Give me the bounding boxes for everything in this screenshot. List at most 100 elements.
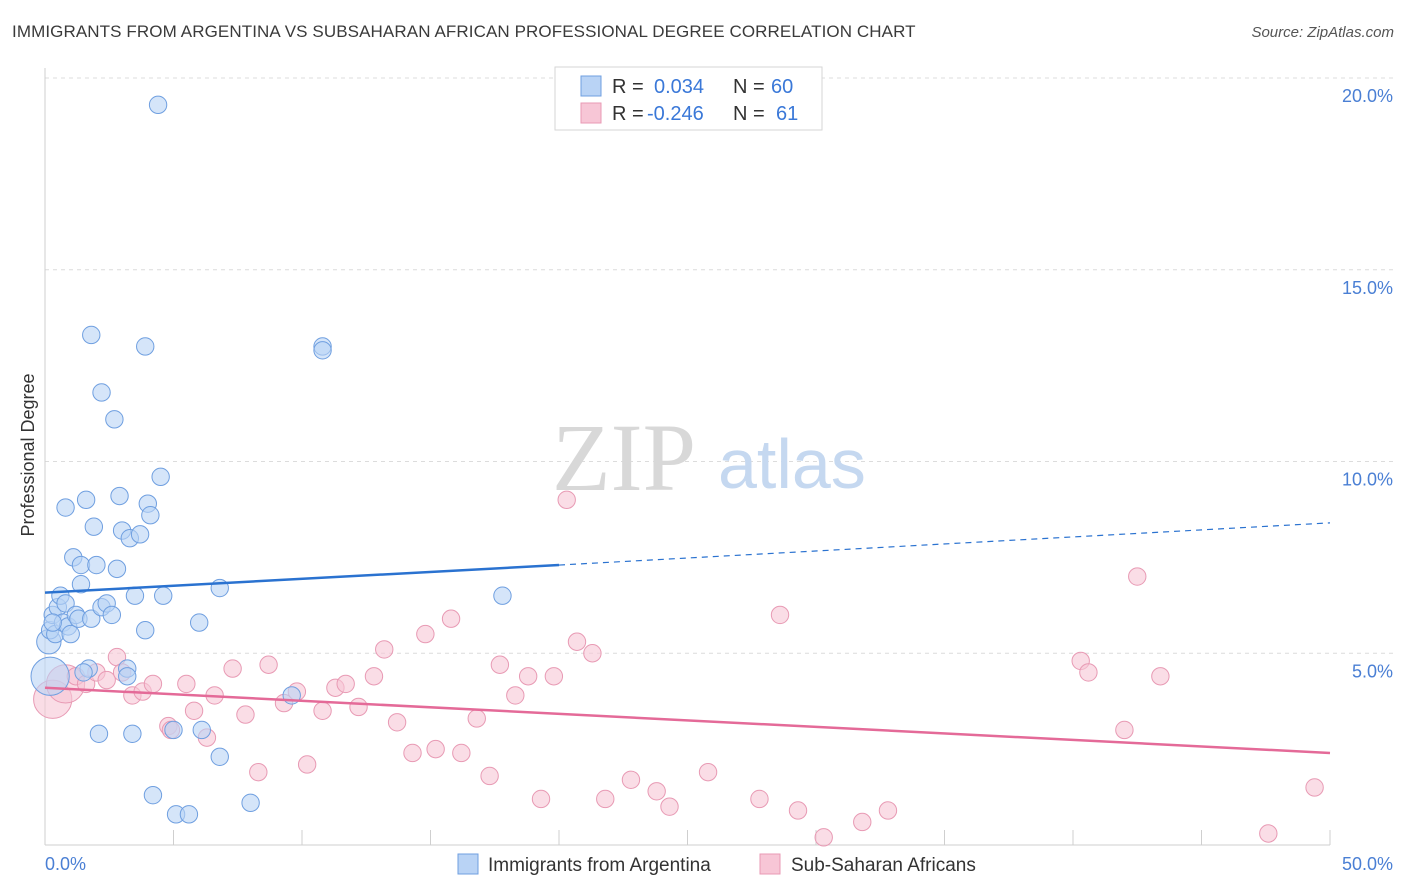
blue-point-17 [82,609,101,628]
y-axis-title: Professional Degree [18,373,38,536]
pink-point-46 [596,789,615,809]
blue-point-38 [148,95,168,115]
legend-pink-swatch [759,853,781,875]
pink-point-29 [375,640,394,659]
pink-point-27 [349,697,368,717]
chart-title: IMMIGRANTS FROM ARGENTINA VS SUBSAHARAN … [12,22,916,41]
blue-point-37 [136,337,155,356]
pink-point-51 [750,789,769,809]
pink-point-50 [698,762,718,782]
pink-point-17 [223,659,242,678]
blue-point-33 [154,586,173,605]
blue-point-45 [89,724,109,743]
blue-point-57 [164,720,183,740]
blue-point-51 [210,747,229,766]
blue-point-46 [123,724,142,743]
blue-point-50 [192,720,211,740]
blue-point-18 [87,555,106,575]
pink-point-33 [426,739,445,759]
x-tick-label-0: 0.0% [45,854,86,874]
blue-point-28 [125,586,145,605]
blue-point-35 [92,383,111,402]
stats-r-label-2: R = [612,103,644,125]
blue-point-40 [190,613,209,632]
source-label: Source: ZipAtlas.com [1251,24,1394,41]
x-tick-labels: 0.0% 50.0% [45,854,1393,874]
gridlines [45,77,1395,654]
blue-point-39 [151,467,170,487]
bottom-legend: Immigrants from Argentina Sub-Saharan Af… [457,853,976,876]
pink-point-19 [249,762,268,782]
pink-point-45 [583,644,602,663]
stats-pink-swatch [580,102,602,124]
pink-point-39 [506,686,525,705]
pink-point-32 [416,624,435,644]
pink-point-56 [878,801,898,820]
y-tick-label-1: 10.0% [1342,470,1393,490]
blue-series-points [30,95,512,824]
pink-point-41 [531,789,551,809]
blue-point-13 [71,555,91,575]
pink-point-60 [1128,567,1147,586]
pink-point-43 [557,490,576,510]
pink-point-58 [1079,663,1098,682]
pink-point-14 [184,701,204,720]
pink-point-44 [567,632,587,651]
blue-point-44 [43,613,62,632]
pink-point-47 [621,770,641,790]
pink-point-31 [403,743,422,763]
pink-point-59 [1115,720,1134,740]
stats-n-value-1: 60 [771,76,793,98]
pink-point-20 [259,655,278,674]
blue-point-36 [105,410,124,429]
blue-point-42 [84,517,104,536]
blue-point-14 [71,575,91,594]
pink-point-35 [452,743,471,763]
stats-n-label-2: N = [733,103,765,125]
watermark-zip: ZIP [552,404,696,511]
pink-trendline [44,686,1331,755]
blue-point-15 [76,490,96,510]
blue-trendline-dashed [558,522,1331,566]
blue-point-21 [102,605,122,625]
pink-point-42 [544,667,564,686]
trendlines [44,522,1331,755]
pink-point-30 [387,713,407,732]
blue-point-26 [118,667,137,686]
pink-series-points [33,490,1324,847]
blue-point-22 [107,559,127,579]
blue-point-49 [179,805,199,824]
blue-point-29 [130,525,150,544]
y-tick-label-2: 15.0% [1342,278,1393,298]
pink-point-26 [336,674,355,694]
pink-point-24 [313,701,332,720]
axes [44,68,1331,846]
blue-point-32 [141,505,160,525]
pink-point-13 [177,674,196,694]
legend-blue-label: Immigrants from Argentina [488,855,711,876]
y-tick-label-3: 20.0% [1342,86,1393,106]
pink-point-62 [1259,824,1278,843]
stats-r-label-1: R = [612,76,644,98]
stats-n-label-1: N = [733,76,765,98]
pink-point-53 [788,801,808,820]
blue-point-30 [136,621,155,640]
stats-box: R = 0.034 N = 60 R = -0.246 N = 61 [554,66,823,131]
pink-point-23 [297,755,317,774]
legend-pink-label: Sub-Saharan Africans [791,855,976,876]
pink-point-48 [647,782,666,801]
blue-point-52 [241,793,260,813]
pink-point-5 [97,670,116,690]
pink-point-40 [518,667,538,686]
pink-point-55 [853,812,872,832]
x-tick-label-1: 50.0% [1342,854,1393,874]
stats-r-value-1: 0.034 [654,76,704,98]
blue-point-58 [30,656,70,696]
pink-point-36 [467,709,486,728]
blue-point-9 [61,624,80,644]
blue-point-56 [493,586,512,605]
pink-point-28 [364,667,384,686]
pink-point-38 [490,655,510,674]
blue-point-59 [74,663,93,682]
